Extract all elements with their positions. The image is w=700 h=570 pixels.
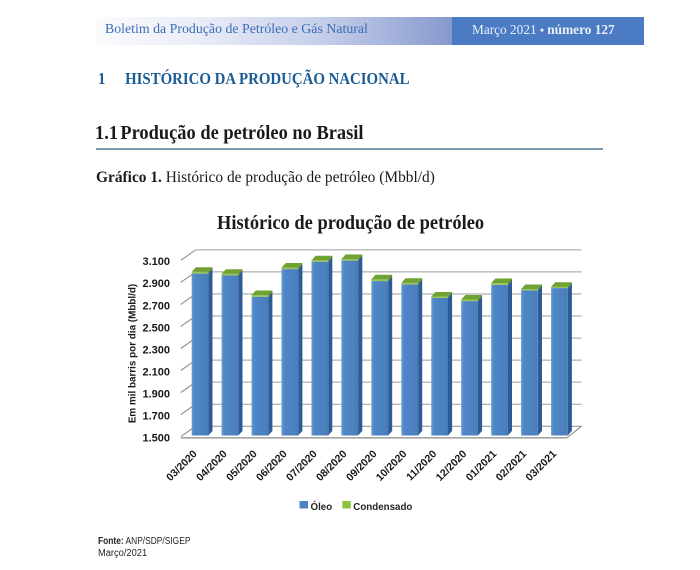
svg-text:2.500: 2.500 xyxy=(142,322,170,334)
svg-text:Condensado: Condensado xyxy=(353,502,412,513)
svg-text:03/2020: 03/2020 xyxy=(164,448,200,484)
svg-text:09/2020: 09/2020 xyxy=(344,448,380,484)
svg-text:06/2020: 06/2020 xyxy=(254,448,290,484)
svg-text:1.700: 1.700 xyxy=(142,411,170,423)
svg-text:02/2021: 02/2021 xyxy=(494,448,530,484)
svg-text:05/2020: 05/2020 xyxy=(224,448,260,484)
svg-text:10/2020: 10/2020 xyxy=(374,448,410,484)
svg-text:11/2020: 11/2020 xyxy=(404,448,439,483)
svg-text:01/2021: 01/2021 xyxy=(464,448,500,484)
svg-text:2.900: 2.900 xyxy=(142,278,170,290)
svg-text:07/2020: 07/2020 xyxy=(284,448,320,484)
svg-text:1.900: 1.900 xyxy=(142,388,170,400)
svg-text:12/2020: 12/2020 xyxy=(434,448,470,484)
svg-text:2.100: 2.100 xyxy=(142,366,170,378)
svg-text:04/2020: 04/2020 xyxy=(194,448,230,484)
svg-text:Óleo: Óleo xyxy=(311,500,333,513)
svg-text:03/2021: 03/2021 xyxy=(524,448,560,484)
svg-text:3.100: 3.100 xyxy=(142,256,170,268)
svg-text:2.700: 2.700 xyxy=(142,300,170,312)
svg-text:Em mil barris por dia (Mbbl/d): Em mil barris por dia (Mbbl/d) xyxy=(128,284,139,423)
svg-text:Histórico de produção de petró: Histórico de produção de petróleo xyxy=(217,212,484,234)
svg-text:1.500: 1.500 xyxy=(142,433,170,445)
svg-text:2.300: 2.300 xyxy=(142,344,170,356)
svg-text:08/2020: 08/2020 xyxy=(314,448,350,484)
